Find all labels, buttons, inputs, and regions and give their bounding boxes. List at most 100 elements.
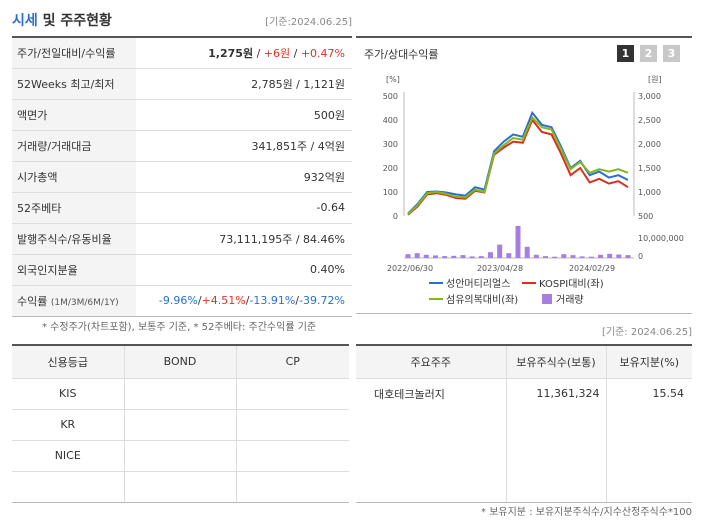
holder-header-pct: 보유지분(%)	[606, 345, 692, 379]
holder-footnote: * 보유지분 : 보유지분주식수/지수산정주식수*100	[481, 507, 692, 518]
volume-bar	[405, 254, 411, 258]
volume-bar	[616, 254, 622, 258]
par-value: 500원	[136, 99, 352, 131]
chart-tab-1[interactable]: 1	[617, 45, 634, 62]
series-line	[407, 115, 629, 215]
left-axis-unit: [%]	[386, 75, 400, 84]
x-axis-tick: 2024/02/29	[569, 264, 615, 273]
credit-header-bond: BOND	[124, 345, 237, 379]
volume-bar	[451, 255, 457, 258]
right-axis-tick: 500	[638, 212, 653, 221]
left-axis-tick: 100	[383, 188, 398, 197]
par-label: 액면가	[12, 99, 136, 131]
holder-name: 대호테크놀러지	[356, 378, 507, 409]
return-label: 수익률 (1M/3M/6M/1Y)	[12, 285, 136, 317]
right-axis-tick: 2,000	[638, 140, 661, 149]
volume-bar	[497, 244, 503, 258]
mcap-label: 시가총액	[12, 161, 136, 193]
volume-bar	[423, 254, 429, 258]
volume-bar	[561, 254, 567, 258]
left-axis-tick: 400	[383, 116, 398, 125]
table-row: 대호테크놀러지 11,361,324 15.54	[356, 378, 692, 409]
volume-bar	[460, 255, 466, 258]
credit-cp	[236, 471, 349, 503]
price-row: 주가/전일대비/수익률 1,275원 / +6원 / +0.47%	[12, 37, 352, 69]
volume-axis-tick: 10,000,000	[638, 234, 684, 243]
left-axis-tick: 200	[383, 164, 398, 173]
credit-cp	[236, 378, 349, 410]
holder-header-row: 주요주주 보유주식수(보통) 보유지분(%)	[356, 345, 692, 379]
empty-cell	[356, 409, 507, 503]
volume-bar	[433, 255, 438, 258]
volume-bar	[478, 256, 484, 258]
return-3m: +4.51%	[201, 294, 246, 307]
separator: /	[295, 294, 300, 307]
beta-row: 52주베타 -0.64	[12, 192, 352, 224]
volume-bar	[488, 252, 493, 258]
credit-agency	[12, 471, 125, 503]
x-axis-tick: 2023/04/28	[477, 264, 523, 273]
legend-label: 섬유의복대비(좌)	[446, 294, 518, 306]
volume-bar	[552, 256, 558, 258]
chart-footnote: * 수정주가(차트포함), 보통주 기준, * 52주베타: 주간수익률 기준	[42, 322, 317, 333]
legend-swatch	[542, 294, 552, 304]
beta-label: 52주베타	[12, 192, 136, 224]
volume-bar	[588, 256, 594, 258]
return-1y: -39.72%	[299, 294, 345, 307]
shares-row: 발행주식수/유동비율 73,111,195주 / 84.46%	[12, 223, 352, 255]
volume-bar	[607, 253, 613, 258]
foreign-value: 0.40%	[136, 254, 352, 286]
table-row	[356, 409, 692, 503]
legend-label: 거래량	[556, 294, 584, 306]
chart-tab-3[interactable]: 3	[663, 45, 680, 62]
right-axis-tick: 2,500	[638, 116, 661, 125]
credit-bond	[124, 409, 237, 441]
holder-reference-date: [기준: 2024.06.25]	[601, 327, 692, 338]
volume-bar	[570, 255, 576, 258]
empty-cell	[606, 409, 692, 503]
return-row: 수익률 (1M/3M/6M/1Y) -9.96%/+4.51%/-13.91%/…	[12, 285, 352, 317]
current-price: 1,275원	[208, 46, 254, 60]
return-6m: -13.91%	[249, 294, 296, 307]
mcap-row: 시가총액 932억원	[12, 161, 352, 193]
holder-shares: 11,361,324	[506, 378, 607, 409]
shares-label: 발행주식수/유동비율	[12, 223, 136, 255]
volume-bar	[625, 255, 631, 258]
credit-cp	[236, 440, 349, 472]
table-row	[12, 471, 349, 503]
section-title: 시세 및 주주현황	[12, 10, 112, 30]
credit-agency: NICE	[12, 440, 125, 472]
credit-agency: KR	[12, 409, 125, 441]
chart-tab-2[interactable]: 2	[640, 45, 657, 62]
credit-header-agency: 신용등급	[12, 345, 125, 379]
x-axis-tick: 2022/06/30	[387, 264, 433, 273]
foreign-row: 외국인지분율 0.40%	[12, 254, 352, 286]
holder-pct: 15.54	[652, 387, 685, 401]
right-axis-tick: 1,000	[638, 188, 661, 197]
price-value: 1,275원 / +6원 / +0.47%	[136, 37, 352, 69]
legend-label: 성안머티리얼스	[446, 278, 510, 290]
section-header: 시세 및 주주현황 [기준:2024.06.25]	[12, 10, 352, 34]
par-row: 액면가 500원	[12, 99, 352, 131]
table-row: NICE	[12, 440, 349, 472]
volume-bar	[469, 256, 475, 258]
w52-row: 52Weeks 최고/최저 2,785원 / 1,121원	[12, 68, 352, 100]
reference-date: [기준:2024.06.25]	[265, 17, 352, 28]
w52-label: 52Weeks 최고/최저	[12, 68, 136, 100]
price-change-pct: +0.47%	[300, 46, 345, 60]
volume-row: 거래량/거래대금 341,851주 / 4억원	[12, 130, 352, 162]
price-label: 주가/전일대비/수익률	[12, 37, 136, 69]
volume-bar	[442, 256, 448, 258]
return-label-main: 수익률	[17, 294, 48, 308]
volume-bar	[524, 246, 530, 258]
series-line	[407, 110, 629, 215]
shares-value: 73,111,195주 / 84.46%	[136, 223, 352, 255]
series-line	[407, 118, 629, 216]
left-axis-tick: 300	[383, 140, 398, 149]
mcap-value: 932억원	[136, 161, 352, 193]
legend-label: KOSPI대비(좌)	[539, 278, 604, 290]
volume-bar	[414, 253, 420, 258]
price-change: +6원	[263, 46, 291, 60]
separator: /	[197, 294, 202, 307]
chart-panel: 주가/상대수익률 1 2 3 [%] [원] 500 3,000 400 2,500 300…	[356, 36, 692, 314]
